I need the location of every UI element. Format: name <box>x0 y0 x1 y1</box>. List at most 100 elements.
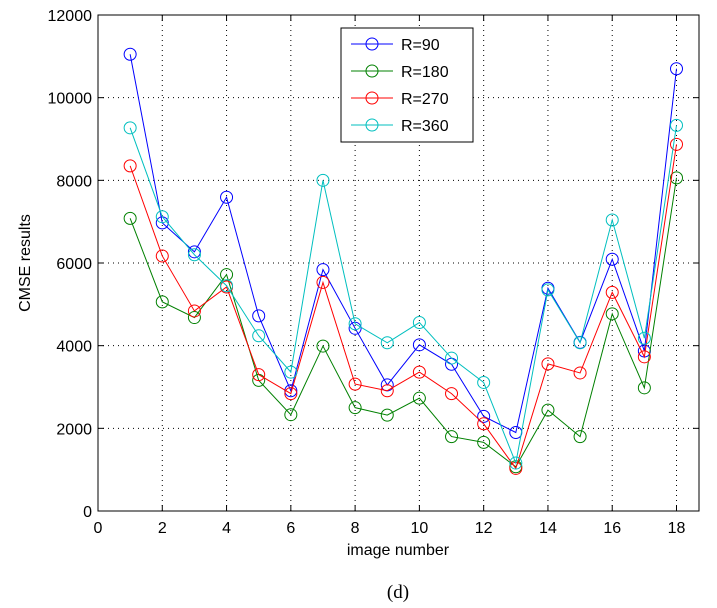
y-tick-label: 8000 <box>56 173 92 190</box>
data-point <box>123 211 137 225</box>
data-point <box>477 409 491 423</box>
x-tick-label: 18 <box>668 520 686 537</box>
series-r-270 <box>123 137 684 475</box>
legend-label: R=360 <box>401 118 449 135</box>
legend-label: R=180 <box>401 64 449 81</box>
data-point <box>445 430 459 444</box>
data-point <box>348 377 362 391</box>
data-point <box>541 403 555 417</box>
x-tick-label: 12 <box>475 520 493 537</box>
data-point <box>670 118 684 132</box>
data-point <box>380 384 394 398</box>
data-point <box>348 317 362 331</box>
data-point <box>187 245 201 259</box>
data-point <box>412 391 426 405</box>
data-point <box>637 381 651 395</box>
x-tick-label: 2 <box>158 520 167 537</box>
data-point <box>380 336 394 350</box>
data-point <box>155 295 169 309</box>
series-layer <box>123 47 684 475</box>
data-point <box>316 275 330 289</box>
data-point <box>380 408 394 422</box>
y-axis-label: CMSE results <box>17 214 34 312</box>
data-point <box>316 339 330 353</box>
series-line <box>129 177 677 468</box>
y-tick-label: 10000 <box>48 91 93 108</box>
series-line <box>129 54 677 434</box>
data-point <box>284 365 298 379</box>
data-point <box>220 190 234 204</box>
data-point <box>637 350 651 364</box>
data-point <box>412 316 426 330</box>
x-axis-label: image number <box>347 542 450 559</box>
data-point <box>155 249 169 263</box>
data-point <box>670 137 684 151</box>
legend-label: R=90 <box>401 37 440 54</box>
x-tick-label: 0 <box>94 520 103 537</box>
legend-marker <box>365 64 379 78</box>
data-point <box>541 283 555 297</box>
data-point <box>412 338 426 352</box>
data-point <box>187 304 201 318</box>
data-point <box>316 263 330 277</box>
data-point <box>605 252 619 266</box>
data-point <box>316 173 330 187</box>
data-point <box>477 375 491 389</box>
data-point <box>284 384 298 398</box>
x-tick-label: 16 <box>603 520 621 537</box>
data-point <box>284 387 298 401</box>
legend-marker <box>365 37 379 51</box>
data-point <box>477 417 491 431</box>
series-line <box>129 144 677 470</box>
series-r-360 <box>123 118 684 470</box>
legend-box <box>340 27 474 143</box>
data-point <box>284 408 298 422</box>
x-tick-label: 4 <box>222 520 231 537</box>
y-tick-label: 0 <box>83 504 92 521</box>
x-tick-label: 14 <box>539 520 557 537</box>
data-point <box>252 368 266 382</box>
legend: R=90 R=180 R=270 R=360 <box>340 27 474 143</box>
data-point <box>605 307 619 321</box>
data-point <box>123 121 137 135</box>
series-line <box>129 125 677 465</box>
data-point <box>670 171 684 185</box>
data-point <box>573 336 587 350</box>
y-tick-label: 6000 <box>56 256 92 273</box>
data-point <box>252 309 266 323</box>
data-point <box>412 365 426 379</box>
legend-item: R=270 <box>351 91 449 108</box>
data-point <box>605 213 619 227</box>
data-point <box>637 331 651 345</box>
legend-item: R=180 <box>351 64 449 81</box>
legend-marker <box>365 118 379 132</box>
grid-lines <box>98 15 699 511</box>
x-tick-label: 8 <box>351 520 360 537</box>
data-point <box>541 357 555 371</box>
data-point <box>187 248 201 262</box>
data-point <box>509 456 523 470</box>
legend-item: R=90 <box>351 37 440 54</box>
legend-item: R=360 <box>351 118 449 135</box>
x-tick-label: 6 <box>286 520 295 537</box>
data-point <box>445 387 459 401</box>
data-point <box>220 279 234 293</box>
data-point <box>477 435 491 449</box>
legend-marker <box>365 91 379 105</box>
y-tick-label: 2000 <box>56 421 92 438</box>
axis-ticks: 0 2 4 6 8 10 12 14 16 18 0 2000 4000 6000 8000 10000 120… <box>48 8 699 537</box>
data-point <box>605 285 619 299</box>
data-point <box>445 351 459 365</box>
y-tick-label: 12000 <box>48 8 93 25</box>
data-point <box>155 210 169 224</box>
data-point <box>573 430 587 444</box>
data-point <box>123 159 137 173</box>
data-point <box>670 62 684 76</box>
figure-caption: (d) <box>387 582 409 603</box>
y-tick-label: 4000 <box>56 339 92 356</box>
legend-label: R=270 <box>401 91 449 108</box>
data-point <box>252 329 266 343</box>
data-point <box>123 47 137 61</box>
data-point <box>573 366 587 380</box>
